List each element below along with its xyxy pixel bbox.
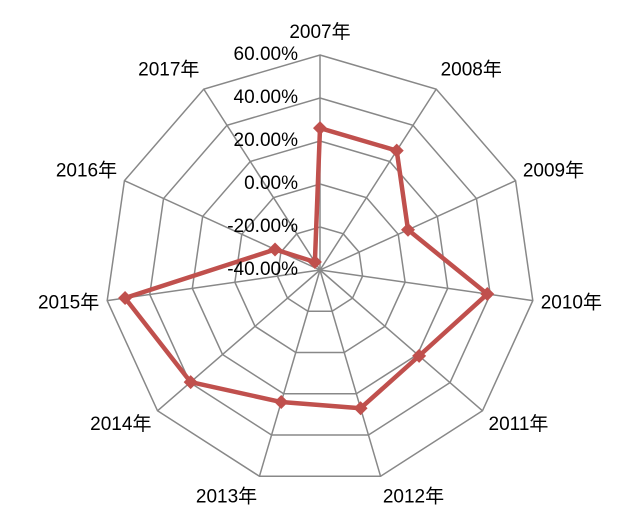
data-point [313,121,327,136]
category-label: 2012年 [383,485,444,507]
category-label: 2009年 [523,160,584,182]
grid-line [234,183,406,354]
spoke [107,269,321,302]
y-tick-label: 0.00% [244,173,298,194]
grid-line [276,226,364,313]
spoke [203,88,321,271]
category-label: 2015年 [38,292,99,314]
y-tick-label: -20.00% [227,216,298,237]
grid-line [148,97,492,436]
grid-line [106,54,534,478]
data-point [183,375,198,390]
y-tick-label: 40.00% [234,87,299,108]
data-point [412,348,427,363]
data-point [480,287,495,302]
category-label: 2013年 [196,485,257,507]
category-label: 2017年 [138,59,199,81]
category-label: 2016年 [56,160,117,182]
category-label: 2007年 [289,21,350,43]
spoke [319,269,382,477]
data-point [274,395,289,410]
spoke [319,88,437,271]
y-tick-label: 60.00% [234,44,299,65]
spoke [319,180,516,271]
grid-line [191,140,449,395]
data-point [353,401,368,416]
spoke [258,269,321,477]
data-point [118,291,133,306]
spoke [157,269,321,412]
data-point [401,222,416,237]
data-point [389,143,404,158]
spoke [319,269,483,412]
category-label: 2010年 [541,292,602,314]
series-line [122,125,490,411]
y-tick-label: 20.00% [234,130,299,151]
data-point [307,255,322,270]
y-tick-label: -40.00% [227,259,298,280]
data-point [268,242,283,257]
spoke [319,269,533,302]
category-label: 2011年 [489,413,549,435]
category-label: 2014年 [90,413,151,435]
category-label: 2008年 [441,59,502,81]
